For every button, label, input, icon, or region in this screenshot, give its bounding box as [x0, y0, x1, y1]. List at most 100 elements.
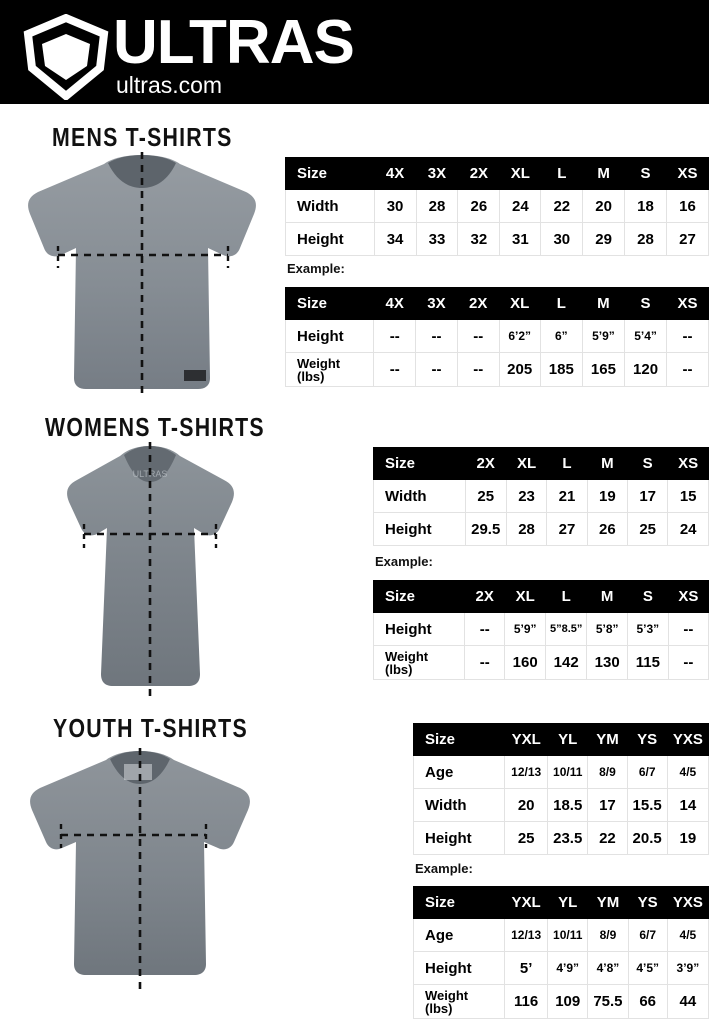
table-row: Height 5’ 4’9” 4’8” 4’5” 3’9”: [412, 951, 709, 985]
col-header-yxs: YXS: [666, 723, 709, 756]
table-header-row: Size 4X 3X 2X XL L M S XS: [285, 157, 709, 190]
table-row: Age 12/13 10/11 8/9 6/7 4/5: [412, 918, 709, 952]
col-header-xl: XL: [505, 447, 548, 480]
col-header-s: S: [624, 157, 667, 190]
col-header-xl: XL: [504, 580, 547, 613]
cell-ex-weight-yl: 109: [547, 984, 589, 1019]
section-title-womens: WOMENS T-SHIRTS: [45, 412, 265, 442]
col-header-2x: 2X: [464, 447, 507, 480]
col-header-4x: 4X: [373, 287, 417, 320]
cell-height-yl: 23.5: [547, 821, 589, 855]
cell-height-4x: 34: [373, 222, 417, 256]
row-label-weight-line2: (lbs): [297, 369, 325, 384]
cell-width-m: 20: [582, 189, 626, 223]
cell-ex-weight-m: 130: [586, 645, 629, 680]
brand-name: ULTRAS: [113, 8, 355, 77]
cell-age-yl: 10/11: [547, 755, 589, 789]
table-header-row: Size YXL YL YM YS YXS: [412, 886, 709, 919]
table-header-row: Size 2X XL L M S XS: [372, 580, 709, 613]
cell-height-2x: 32: [457, 222, 501, 256]
cell-width-2x: 26: [457, 189, 501, 223]
cell-height-xs: 24: [667, 512, 709, 546]
section-title-mens: MENS T-SHIRTS: [52, 122, 233, 152]
cell-ex-weight-xs: --: [667, 645, 709, 680]
cell-width-xs: 16: [665, 189, 709, 223]
cell-ex-weight-ys: 66: [627, 984, 668, 1019]
cell-ex-height-s: 5’3”: [627, 612, 669, 646]
cell-height-yxs: 19: [666, 821, 709, 855]
cell-ex-height-xl: 5’9”: [504, 612, 547, 646]
col-header-l: L: [545, 580, 588, 613]
table-row: Weight (lbs) -- -- -- 205 185 165 120 --: [284, 352, 709, 387]
cell-width-4x: 30: [373, 189, 417, 223]
col-header-ym: YM: [587, 886, 629, 919]
table-row: Height 29.5 28 27 26 25 24: [373, 512, 709, 546]
row-label-weight: Weight (lbs): [372, 645, 466, 680]
cell-height-s: 28: [624, 222, 667, 256]
col-header-2x: 2X: [464, 580, 506, 613]
row-label-height: Height: [373, 512, 466, 546]
cell-width-xl: 24: [499, 189, 542, 223]
cell-ex-weight-3x: --: [415, 352, 458, 387]
cell-ex-height-ym: 4’8”: [587, 951, 629, 985]
cell-ex-height-m: 5’8”: [586, 612, 629, 646]
col-header-yl: YL: [547, 886, 589, 919]
cell-ex-weight-4x: --: [373, 352, 417, 387]
cell-width-xs: 15: [667, 479, 709, 513]
col-header-xl: XL: [498, 287, 541, 320]
cell-height-ym: 22: [587, 821, 628, 855]
table-row: Width 25 23 21 19 17 15: [373, 479, 709, 513]
cell-width-yxl: 20: [504, 788, 549, 822]
cell-ex-weight-xl: 160: [504, 645, 547, 680]
col-header-xs: XS: [666, 287, 709, 320]
row-label-height: Height: [284, 319, 375, 353]
example-label-youth: Example:: [415, 861, 473, 876]
col-header-xs: XS: [667, 447, 709, 480]
cell-ex-height-yxs: 3’9”: [666, 951, 709, 985]
brand-website: ultras.com: [116, 72, 223, 98]
col-header-size: Size: [372, 580, 466, 613]
table-row: Weight (lbs) 116 109 75.5 66 44: [412, 984, 709, 1019]
cell-age-yxl: 12/13: [504, 755, 549, 789]
col-header-ys: YS: [626, 723, 668, 756]
table-row: Height 25 23.5 22 20.5 19: [412, 821, 709, 855]
cell-ex-weight-yxs: 44: [666, 984, 709, 1019]
col-header-l: L: [546, 447, 588, 480]
section-title-youth: YOUTH T-SHIRTS: [53, 713, 248, 743]
col-header-size: Size: [285, 157, 375, 190]
col-header-xs: XS: [667, 580, 709, 613]
row-label-weight-line1: Weight: [425, 988, 469, 1003]
col-header-s: S: [627, 447, 669, 480]
col-header-ym: YM: [587, 723, 628, 756]
cell-height-l: 30: [540, 222, 584, 256]
table-row: Height -- -- -- 6’2” 6” 5’9” 5’4” --: [284, 319, 709, 353]
row-label-height: Height: [412, 951, 506, 985]
col-header-2x: 2X: [456, 287, 500, 320]
example-label-womens: Example:: [375, 554, 433, 569]
youth-size-table: Size YXL YL YM YS YXS Age 12/13 10/11 8/…: [412, 723, 709, 855]
cell-ex-weight-m: 165: [581, 352, 625, 387]
col-header-3x: 3X: [415, 287, 458, 320]
col-header-size: Size: [412, 723, 506, 756]
mens-size-table: Size 4X 3X 2X XL L M S XS Width 30 28 26…: [285, 157, 709, 256]
table-row: Age 12/13 10/11 8/9 6/7 4/5: [412, 755, 709, 789]
table-header-row: Size YXL YL YM YS YXS: [412, 723, 709, 756]
cell-ex-age-yxl: 12/13: [504, 918, 549, 952]
pentagon-shield-icon: [22, 14, 110, 100]
cell-height-xl: 28: [505, 512, 548, 546]
row-label-weight-line1: Weight: [385, 649, 429, 664]
womens-tshirt-measurement-diagram: ULTRAS: [28, 442, 273, 700]
cell-height-ys: 20.5: [626, 821, 668, 855]
col-header-m: M: [582, 157, 626, 190]
row-label-height: Height: [372, 612, 466, 646]
row-label-weight: Weight (lbs): [412, 984, 506, 1019]
col-header-m: M: [581, 287, 625, 320]
cell-width-2x: 25: [464, 479, 507, 513]
col-header-3x: 3X: [415, 157, 459, 190]
brand-header: ULTRAS ultras.com: [0, 0, 709, 104]
cell-ex-height-3x: --: [415, 319, 458, 353]
cell-width-3x: 28: [415, 189, 459, 223]
col-header-m: M: [586, 447, 629, 480]
col-header-yxs: YXS: [666, 886, 709, 919]
cell-ex-height-2x: --: [456, 319, 500, 353]
